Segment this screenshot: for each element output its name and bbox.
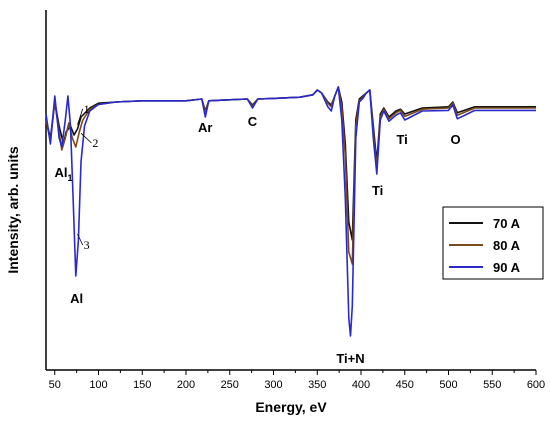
x-axis-label: Energy, eV: [255, 399, 327, 415]
y-axis-label: Intensity, arb. units: [5, 146, 21, 274]
legend-entry-1: 70 A: [493, 216, 521, 231]
x-tick-label: 350: [308, 379, 326, 391]
peak-label: Ar: [198, 120, 212, 135]
peak-label: Al1: [54, 165, 72, 183]
x-tick-label: 500: [439, 379, 457, 391]
x-tick-label: 300: [264, 379, 282, 391]
peak-label: Ti: [372, 183, 383, 198]
legend-entry-3: 90 A: [493, 260, 521, 275]
curve-3-leader: [77, 233, 84, 246]
curve-number-label: 2: [92, 136, 98, 150]
series-line-3: [45, 86, 536, 337]
x-tick-label: 600: [527, 379, 545, 391]
peak-label: Ti+N: [336, 351, 364, 366]
peak-label-subscript: 1: [67, 173, 72, 183]
x-ticks: 50 100 150 200 250 300 350 400 450 500 550 600: [49, 370, 545, 391]
curve-2-leader: [80, 132, 92, 144]
x-tick-label: 150: [133, 379, 151, 391]
x-tick-label: 250: [221, 379, 239, 391]
series-lines: [45, 86, 536, 337]
curve-1-leader: [77, 108, 84, 125]
x-tick-label: 100: [89, 379, 107, 391]
peak-label: O: [450, 132, 460, 147]
axes: [45, 10, 536, 371]
legend-entry-2: 80 A: [493, 238, 521, 253]
x-tick-label: 50: [49, 379, 61, 391]
peak-label: Al: [70, 291, 83, 306]
curve-number-label: 1: [84, 102, 90, 116]
peak-annotations: Al1 Al Ar C Ti+N Ti Ti O 1 2 3: [54, 102, 460, 366]
curve-number-label: 3: [84, 238, 90, 252]
x-tick-label: 400: [352, 379, 370, 391]
x-tick-label: 550: [483, 379, 501, 391]
x-tick-label: 450: [396, 379, 414, 391]
x-tick-label: 200: [177, 379, 195, 391]
peak-label: Ti: [396, 132, 407, 147]
peak-label: C: [248, 114, 258, 129]
legend: 70 A 80 A 90 A: [442, 206, 544, 280]
